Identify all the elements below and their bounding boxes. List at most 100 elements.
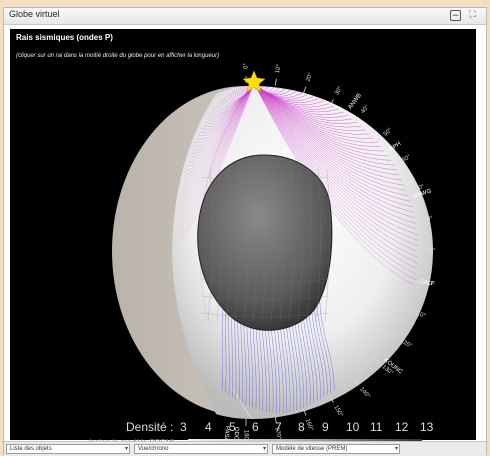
seismic-ray[interactable] [178,82,255,226]
seismic-ray[interactable] [253,82,403,181]
seismic-ray[interactable] [198,82,255,136]
seismic-ray[interactable] [253,82,418,241]
tick-mark [411,279,419,282]
seismic-ray[interactable] [253,82,370,135]
density-value: 10 [346,420,360,434]
distance-label: 40° [360,104,371,115]
seismic-ray[interactable] [177,82,255,236]
seismic-ray[interactable] [253,82,415,286]
seismic-ray[interactable] [253,82,407,191]
seismic-ray[interactable] [182,82,255,189]
globe-svg[interactable]: 0° 10° 20° 30° 40° 50° 60° 70° 80° 90° 100° 110° 120… [10,29,476,440]
seismic-ray[interactable] [180,82,255,202]
seismic-ray[interactable] [253,82,415,219]
title-bar: Globe virtuel − ⛶ [4,8,486,25]
core-mesh-line [201,261,329,267]
seismic-ray[interactable] [253,82,418,264]
seismic-ray[interactable] [181,82,255,198]
seismic-ray[interactable] [195,82,255,143]
distance-label: 70° [415,184,426,193]
seismic-ray[interactable] [253,82,378,143]
star-icon[interactable] [242,70,266,93]
seismic-ray[interactable] [178,82,255,222]
tick-mark [303,408,307,416]
dropdown-icon[interactable]: ▾ [394,445,398,452]
tick-mark [353,379,359,386]
seismic-ray[interactable] [253,82,416,224]
seismic-ray[interactable] [253,82,388,156]
density-value: 3 [180,420,187,434]
station-label[interactable]: PASA-US [221,426,230,440]
velocity-model-select[interactable]: Modèle de vitesse (PREM) ▾ [272,444,400,454]
seismic-ray[interactable] [186,82,255,171]
minimize-icon[interactable]: − [450,10,461,21]
dropdown-icon[interactable]: ▾ [262,445,266,452]
seismic-ray[interactable] [183,82,255,184]
seismic-ray[interactable] [179,82,255,212]
seismic-ray[interactable] [190,82,255,158]
seismic-ray[interactable] [253,82,418,247]
station-label[interactable]: ANWG [413,188,433,200]
tick-mark [329,99,334,106]
seismic-ray[interactable] [187,82,255,167]
seismic-ray[interactable] [188,82,255,163]
tick-mark [403,190,411,194]
seismic-ray[interactable] [185,82,255,175]
seismic-ray[interactable] [253,82,397,171]
objects-list-select[interactable]: Liste des objets ▾ [6,444,130,454]
seismic-ray[interactable] [191,82,255,154]
seismic-ray[interactable] [253,82,385,152]
dropdown-icon[interactable]: ▾ [124,445,128,452]
core-mesh-line [201,193,329,199]
seismic-ray[interactable] [253,82,414,213]
seismic-ray[interactable] [200,82,255,133]
seismic-ray[interactable] [192,82,255,151]
seismic-ray[interactable] [253,82,382,147]
distance-ticks [245,76,421,426]
seismic-ray[interactable] [253,82,417,230]
core-mesh [201,168,330,322]
station-label[interactable]: CALF [419,279,435,288]
seismic-ray[interactable] [178,82,255,217]
globe-stage[interactable]: 0° 10° 20° 30° 40° 50° 60° 70° 80° 90° 100° 110° 120… [10,29,476,447]
tick-mark [391,334,398,339]
density-value: 7 [275,420,282,434]
view-chrono-select[interactable]: Vue/chrono ▾ [134,444,268,454]
station-label[interactable]: ANWB [348,93,363,111]
seismic-ray[interactable] [182,82,255,193]
seismic-ray[interactable] [196,82,255,140]
seismic-ray[interactable] [253,82,411,202]
seismic-ray[interactable] [253,82,417,275]
seismic-ray[interactable] [194,82,255,147]
tick-mark [274,416,277,424]
tick-mark [274,78,277,86]
station-label[interactable]: BPH [389,141,403,153]
seismic-ray[interactable] [253,82,418,235]
distance-label: 80° [423,216,434,224]
station-label[interactable]: ODC [232,427,239,440]
seismic-ray[interactable] [253,82,395,166]
seismic-ray[interactable] [179,82,255,207]
outer-core [197,154,333,331]
core-mesh-line [201,244,329,250]
seismic-ray[interactable] [253,82,416,281]
core-mesh-line [216,168,222,322]
seismic-ray[interactable] [253,82,374,139]
seismic-ray[interactable] [253,82,409,197]
seismic-ray[interactable] [177,82,255,231]
seismic-ray[interactable] [253,82,392,161]
tick-mark [374,358,381,364]
seismic-ray[interactable] [253,82,405,186]
seismic-ray[interactable] [253,82,413,207]
seismic-ray[interactable] [253,82,418,258]
core-mesh-line [261,168,267,322]
tick-mark [329,396,334,403]
distance-labels: 0° 10° 20° 30° 40° 50° 60° 70° 80° 90° 100° 110° 120… [242,63,436,440]
tick-mark [391,163,398,168]
seismic-ray[interactable] [253,82,418,269]
fullscreen-icon[interactable]: ⛶ [469,10,476,20]
seismic-ray[interactable] [253,82,400,176]
seismic-ray[interactable] [253,82,419,252]
seismic-ray[interactable] [184,82,255,180]
density-value: 11 [370,420,383,434]
